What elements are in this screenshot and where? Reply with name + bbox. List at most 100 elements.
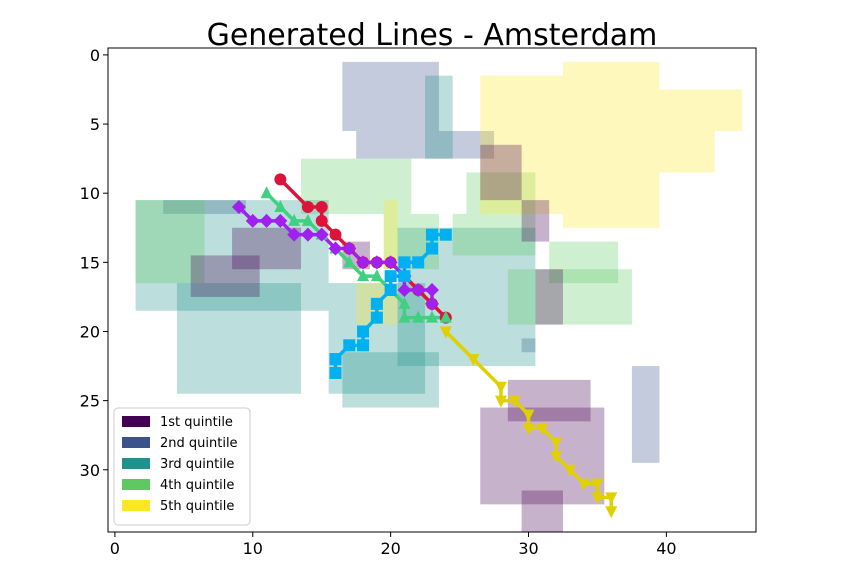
plot-frame bbox=[107, 47, 757, 533]
region-cell bbox=[521, 490, 563, 532]
data-point bbox=[411, 283, 426, 297]
x-tick-label: 40 bbox=[656, 539, 676, 558]
y-tick-label: 15 bbox=[80, 253, 100, 272]
data-point bbox=[301, 213, 314, 226]
legend: 1st quintile 2nd quintile 3rd quintile 4th … bbox=[113, 407, 251, 526]
plot-area bbox=[107, 47, 757, 533]
region-cell bbox=[480, 144, 522, 201]
region-cell bbox=[480, 407, 605, 505]
region-cell bbox=[562, 61, 660, 228]
data-point bbox=[342, 241, 357, 256]
data-point bbox=[274, 200, 287, 213]
region-cell bbox=[342, 61, 439, 131]
data-point bbox=[605, 492, 618, 505]
data-point bbox=[563, 464, 576, 477]
x-tick-label: 20 bbox=[380, 539, 400, 558]
y-tick-label: 20 bbox=[80, 322, 100, 341]
x-tick-label: 10 bbox=[243, 539, 263, 558]
region-cell bbox=[521, 200, 550, 242]
x-axis: 0 10 20 30 40 bbox=[110, 532, 677, 558]
data-point bbox=[508, 395, 521, 408]
y-tick-label: 10 bbox=[80, 184, 100, 203]
data-point bbox=[426, 228, 438, 241]
data-point bbox=[398, 296, 411, 309]
data-point bbox=[343, 339, 356, 352]
data-point bbox=[328, 241, 343, 256]
x-tick-label: 30 bbox=[518, 539, 538, 558]
data-point bbox=[467, 354, 480, 367]
data-point bbox=[370, 269, 383, 282]
data-point bbox=[300, 227, 315, 242]
legend-label: 3rd quintile bbox=[160, 457, 234, 472]
background-regions bbox=[135, 61, 743, 532]
data-point bbox=[384, 270, 397, 283]
data-point bbox=[356, 255, 371, 270]
data-point bbox=[522, 423, 535, 436]
data-point bbox=[439, 310, 452, 323]
data-point bbox=[397, 283, 412, 297]
data-point bbox=[274, 173, 287, 186]
region-cell bbox=[521, 338, 536, 353]
data-point bbox=[315, 214, 328, 227]
y-tick-label: 5 bbox=[90, 115, 100, 134]
data-point bbox=[383, 255, 398, 270]
data-point bbox=[426, 242, 438, 255]
data-point bbox=[550, 437, 563, 450]
legend-swatch bbox=[122, 437, 150, 448]
legend-label: 1st quintile bbox=[160, 415, 233, 430]
data-point bbox=[260, 186, 273, 199]
legend-label: 5th quintile bbox=[160, 499, 234, 514]
y-tick-label: 0 bbox=[90, 46, 100, 65]
legend-label: 4th quintile bbox=[160, 478, 234, 493]
y-tick-label: 25 bbox=[80, 392, 100, 411]
data-point bbox=[426, 310, 438, 323]
x-tick-label: 0 bbox=[110, 539, 120, 558]
data-point bbox=[425, 283, 439, 297]
data-point bbox=[425, 296, 439, 311]
data-point bbox=[398, 310, 411, 323]
region-cell bbox=[190, 255, 260, 297]
region-cell bbox=[466, 130, 495, 159]
data-point bbox=[287, 227, 302, 242]
y-axis: 0 5 10 15 20 25 30 bbox=[80, 46, 108, 480]
data-point bbox=[439, 326, 452, 339]
series-markers bbox=[231, 173, 618, 519]
data-point bbox=[314, 227, 329, 242]
series-line bbox=[333, 232, 448, 375]
region-cell bbox=[176, 283, 302, 394]
data-point bbox=[577, 478, 590, 491]
region-cell bbox=[356, 130, 467, 159]
data-point bbox=[259, 213, 274, 228]
region-cell bbox=[342, 352, 439, 408]
data-point bbox=[494, 395, 507, 408]
data-point bbox=[591, 492, 604, 505]
legend-swatch bbox=[122, 458, 150, 469]
data-point bbox=[370, 297, 383, 310]
data-point bbox=[398, 256, 411, 269]
data-point bbox=[591, 478, 604, 491]
data-point bbox=[370, 311, 383, 324]
data-point bbox=[301, 201, 314, 214]
data-point bbox=[273, 213, 288, 228]
region-cell bbox=[383, 200, 398, 270]
data-point bbox=[412, 310, 425, 323]
region-cell bbox=[163, 200, 246, 214]
data-point bbox=[231, 200, 246, 215]
legend-swatch bbox=[122, 416, 150, 427]
data-point bbox=[384, 284, 397, 296]
legend-swatch bbox=[122, 500, 150, 511]
data-point bbox=[343, 255, 356, 268]
data-point bbox=[605, 506, 618, 519]
region-cell bbox=[549, 241, 619, 284]
region-cell bbox=[659, 89, 743, 131]
data-point bbox=[357, 325, 370, 338]
data-point bbox=[329, 228, 342, 241]
region-cell bbox=[535, 269, 563, 325]
data-point bbox=[439, 228, 452, 241]
data-point bbox=[357, 339, 370, 352]
data-point bbox=[398, 270, 411, 283]
region-cell bbox=[452, 213, 536, 256]
data-point bbox=[494, 381, 507, 394]
legend-swatch bbox=[122, 479, 150, 490]
data-point bbox=[245, 213, 260, 228]
